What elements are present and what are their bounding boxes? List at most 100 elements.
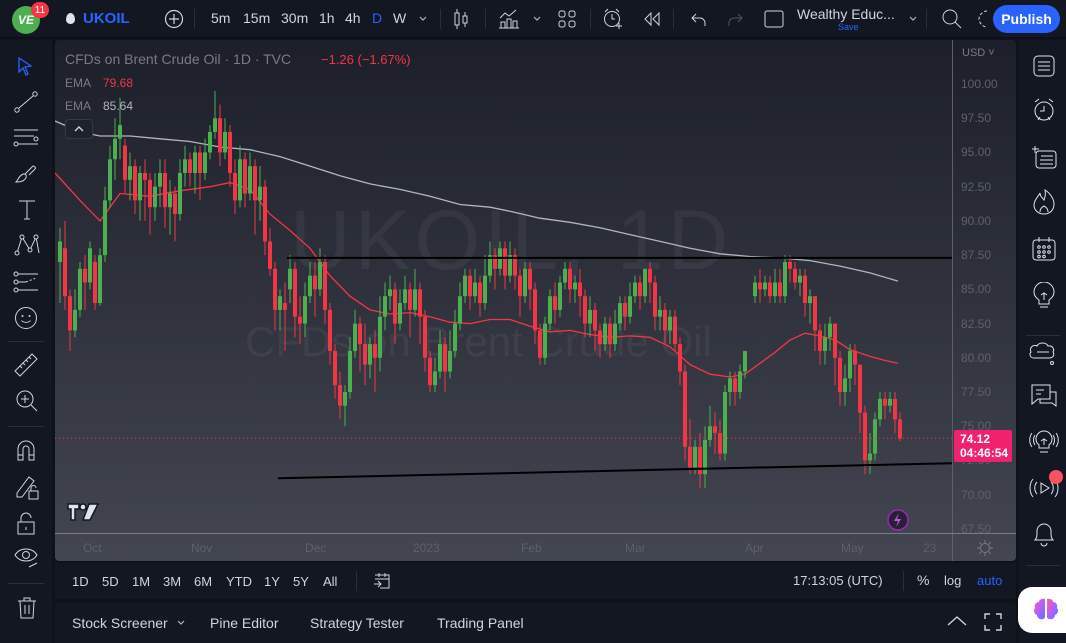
range-1y[interactable]: 1Y — [264, 574, 280, 589]
timeframe-5m[interactable]: 5m — [211, 10, 231, 26]
hide-drawings-eye-icon[interactable] — [13, 545, 41, 571]
candle-body — [658, 309, 662, 317]
ruler-measure-icon[interactable] — [12, 351, 40, 379]
auto-scale-toggle[interactable]: auto — [977, 573, 1003, 588]
alerts-clock-icon[interactable] — [1032, 97, 1056, 123]
range-5d[interactable]: 5D — [102, 574, 119, 589]
candle-body — [453, 323, 457, 351]
range-5y[interactable]: 5Y — [293, 574, 309, 589]
lightning-event-icon[interactable] — [887, 509, 909, 531]
layout-save-link[interactable]: Save — [838, 22, 859, 32]
utc-clock[interactable]: 17:13:05 (UTC) — [793, 573, 883, 588]
candle-body — [158, 172, 162, 187]
timeframe-d[interactable]: D — [372, 10, 383, 26]
redo-icon[interactable] — [727, 10, 745, 28]
support-trendline[interactable] — [277, 462, 952, 480]
watchlist-icon[interactable] — [1032, 54, 1056, 78]
compare-symbol-icon[interactable] — [164, 9, 184, 29]
candle-body — [628, 296, 632, 317]
indicators-icon[interactable] — [498, 8, 520, 30]
chevron-up-expand-icon[interactable] — [946, 614, 968, 628]
magnet-icon[interactable] — [15, 438, 37, 464]
calendar-icon[interactable] — [1031, 236, 1057, 262]
timeframe-15m[interactable]: 15m — [243, 10, 271, 26]
candle-body — [718, 433, 722, 454]
indicator-ema-fast-label[interactable]: EMA — [65, 76, 92, 90]
candle-body — [153, 186, 157, 208]
range-1m[interactable]: 1M — [132, 574, 151, 589]
timeframe-w[interactable]: W — [393, 10, 407, 26]
data-window-icon[interactable] — [1030, 144, 1058, 170]
notifications-bell-icon[interactable] — [1031, 520, 1057, 548]
brush-icon[interactable] — [13, 162, 41, 186]
go-to-date-icon[interactable] — [372, 571, 392, 591]
timeframe-30m[interactable]: 30m — [281, 10, 309, 26]
chevron-down-icon[interactable] — [418, 14, 428, 24]
cursor-arrow-icon[interactable] — [15, 56, 35, 78]
tab-strategy-tester[interactable]: Strategy Tester — [310, 615, 404, 631]
trend-line-icon[interactable] — [13, 90, 39, 114]
chats-icon[interactable] — [1030, 383, 1058, 411]
pattern-tool-icon[interactable] — [13, 233, 41, 257]
forecast-tool-icon[interactable] — [12, 270, 40, 294]
tab-stock-screener[interactable]: Stock Screener — [72, 615, 168, 631]
candle-body — [723, 392, 727, 454]
timeframe-4h[interactable]: 4h — [345, 10, 361, 26]
publish-button[interactable]: Publish — [993, 5, 1060, 33]
zoom-in-icon[interactable] — [14, 388, 40, 414]
range-1d[interactable]: 1D — [72, 574, 89, 589]
tab-trading-panel[interactable]: Trading Panel — [437, 615, 524, 631]
collapse-legend-button[interactable] — [65, 119, 93, 139]
ai-assistant-button[interactable] — [1018, 587, 1066, 633]
candle-body — [803, 275, 807, 304]
candle-body — [268, 241, 272, 269]
chevron-down-icon[interactable] — [176, 618, 186, 628]
layout-name[interactable]: Wealthy Educ... — [797, 6, 895, 22]
maximize-panel-icon[interactable] — [984, 613, 1002, 631]
percent-scale-toggle[interactable]: % — [917, 572, 930, 588]
candle-body — [808, 296, 812, 304]
price-tick-label: 80.00 — [961, 350, 992, 365]
indicator-ema-slow-label[interactable]: EMA — [65, 99, 92, 113]
chevron-down-icon[interactable] — [532, 14, 542, 24]
legend-symbol-title[interactable]: CFDs on Brent Crude Oil · 1D · TVC — [65, 51, 292, 67]
trash-remove-icon[interactable] — [16, 596, 38, 620]
currency-selector[interactable]: USD ˅ — [962, 47, 995, 59]
search-icon[interactable] — [941, 8, 963, 30]
candle-body — [583, 296, 587, 324]
range-ytd[interactable]: YTD — [226, 574, 252, 589]
replay-icon[interactable] — [642, 10, 662, 28]
timeframe-1h[interactable]: 1h — [319, 10, 335, 26]
symbol-search-button[interactable]: UKOIL — [66, 10, 130, 27]
layouts-grid-icon[interactable] — [557, 9, 577, 29]
text-tool-icon[interactable] — [16, 198, 38, 222]
streams-broadcast-icon[interactable] — [1028, 474, 1060, 502]
emoji-smile-icon[interactable] — [13, 305, 39, 331]
chevron-down-icon[interactable] — [908, 14, 918, 24]
candles-chart-type-icon[interactable] — [451, 8, 471, 30]
ideas-stream-bulb-icon[interactable] — [1028, 428, 1060, 456]
range-all[interactable]: All — [323, 574, 338, 589]
axis-settings-gear-icon[interactable] — [976, 539, 994, 557]
settings-gear-icon[interactable] — [977, 9, 991, 29]
candle-body — [858, 364, 862, 413]
fullscreen-square-icon[interactable] — [763, 9, 785, 29]
log-scale-toggle[interactable]: log — [944, 573, 962, 588]
hotlists-flame-icon[interactable] — [1032, 188, 1056, 216]
candle-body — [643, 268, 647, 297]
minds-cloud-icon[interactable] — [1028, 338, 1058, 366]
horizontal-lines-icon[interactable] — [12, 126, 40, 150]
range-3m[interactable]: 3M — [163, 574, 182, 589]
candle-body — [798, 275, 802, 283]
unlock-icon[interactable] — [16, 512, 36, 536]
candle-body — [463, 275, 467, 297]
lock-drawings-icon[interactable] — [14, 473, 40, 501]
candle-body — [783, 261, 787, 297]
ideas-lightbulb-icon[interactable] — [1032, 282, 1056, 310]
ema-slow-line[interactable] — [55, 120, 899, 282]
range-6m[interactable]: 6M — [194, 574, 213, 589]
undo-icon[interactable] — [689, 10, 707, 28]
tab-pine-editor[interactable]: Pine Editor — [210, 615, 279, 631]
alert-add-icon[interactable] — [602, 7, 624, 31]
